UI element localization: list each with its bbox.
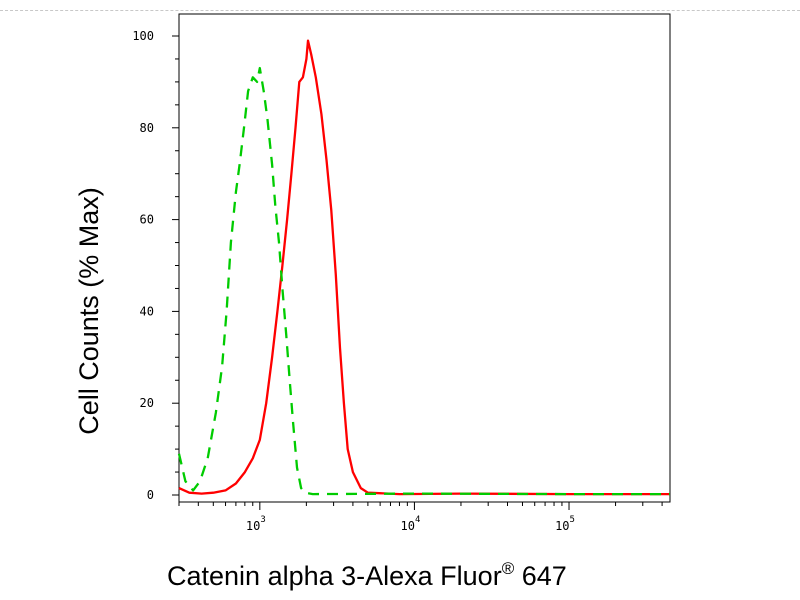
series-line-dashed (177, 66, 670, 496)
plot-frame (178, 13, 671, 503)
y-tick-label: 20 (140, 396, 154, 410)
top-divider (0, 10, 800, 11)
y-tick-label: 100 (132, 29, 154, 43)
x-tick-label: 104 (400, 515, 420, 533)
axes: 0 20 40 60 80 100 103 104 105 (132, 13, 671, 533)
y-axis-title: Cell Counts (% Max) (74, 187, 104, 435)
y-tick-label: 0 (147, 488, 154, 502)
x-tick-label: 105 (555, 515, 575, 533)
y-tick-label: 60 (140, 213, 154, 227)
x-axis-title-superscript: ® (502, 559, 515, 578)
x-axis-title: Catenin alpha 3-Alexa Fluor® 647 (167, 559, 567, 591)
series-line-solid (178, 39, 670, 496)
y-tick-label: 80 (140, 121, 154, 135)
series-lines (177, 39, 670, 496)
y-tick-label: 40 (140, 304, 154, 318)
x-axis-title-main: Catenin alpha 3-Alexa Fluor (167, 561, 502, 591)
x-tick-label: 103 (246, 515, 266, 533)
x-axis-title-suffix: 647 (514, 561, 567, 591)
